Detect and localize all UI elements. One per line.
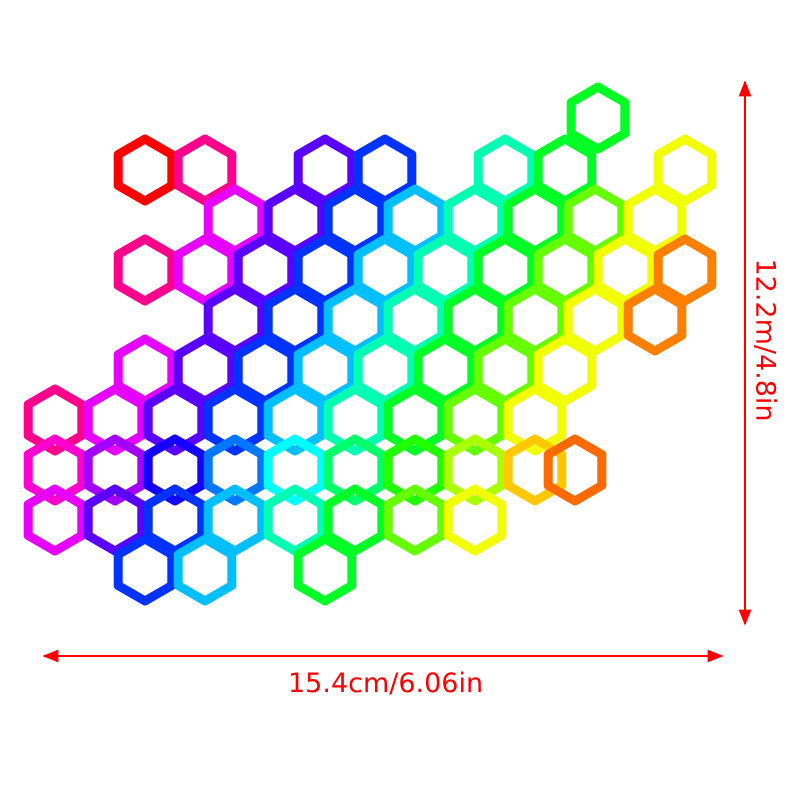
hexagon-cell	[443, 284, 507, 356]
hexagon-cell	[113, 334, 177, 406]
hexagon-cell	[203, 434, 267, 506]
hexagon-cell	[293, 334, 357, 406]
hexagon-cell	[263, 284, 327, 356]
hexagon-cell	[443, 484, 507, 556]
hexagon-cell	[563, 284, 627, 356]
hexagon-cell	[203, 284, 267, 356]
hexagon-cell	[113, 134, 177, 206]
hexagon-cell	[623, 184, 687, 256]
hexagon-cell	[383, 484, 447, 556]
hexagon-cell	[503, 184, 567, 256]
hexagon-cell	[323, 384, 387, 456]
hexagon-cell	[473, 234, 537, 306]
hexagon-cell	[23, 484, 87, 556]
hexagon-cell	[233, 234, 297, 306]
hexagon-cell	[383, 434, 447, 506]
hexagon-cell	[173, 534, 237, 606]
hexagon-cell	[293, 534, 357, 606]
width-dimension-label: 15.4cm/6.06in	[288, 668, 484, 699]
hexagon-cell	[503, 434, 567, 506]
hexagon-cell	[323, 184, 387, 256]
hexagon-cell	[83, 484, 147, 556]
hexagon-cell	[383, 184, 447, 256]
hexagon-cell	[173, 134, 237, 206]
hexagon-cell	[83, 434, 147, 506]
hexagon-cell	[533, 234, 597, 306]
hexagon-cell	[233, 334, 297, 406]
hexagon-cell	[263, 184, 327, 256]
hexagon-cell	[623, 284, 687, 356]
hexagon-cell	[203, 184, 267, 256]
hexagon-cell	[263, 484, 327, 556]
hexagon-cell	[473, 334, 537, 406]
hexagon-cell	[293, 134, 357, 206]
hexagon-cell	[143, 484, 207, 556]
hexagon-cell	[473, 134, 537, 206]
hexagon-cell	[263, 384, 327, 456]
hexagon-cell	[566, 82, 630, 154]
hexagon-cell	[173, 334, 237, 406]
hexagon-cell	[383, 284, 447, 356]
hexagon-grid	[23, 82, 717, 606]
hexagon-cell	[353, 134, 417, 206]
hexagon-cell	[533, 134, 597, 206]
height-dimension-label: 12.2m/4.8in	[749, 258, 781, 422]
hexagon-cell	[353, 234, 417, 306]
hexagon-cell	[503, 284, 567, 356]
hexagon-cell	[323, 284, 387, 356]
hexagon-cell	[323, 484, 387, 556]
hexagon-cell	[113, 234, 177, 306]
hexagon-cell	[23, 434, 87, 506]
hexagon-cell	[653, 234, 717, 306]
hexagon-cell	[113, 534, 177, 606]
hexagon-cell	[23, 384, 87, 456]
hexagon-cell	[203, 384, 267, 456]
hexagon-cell	[593, 234, 657, 306]
hexagon-cell	[323, 434, 387, 506]
hexagon-cell	[443, 434, 507, 506]
hexagon-cell	[353, 334, 417, 406]
hexagon-cell	[443, 184, 507, 256]
hexagon-cell	[533, 334, 597, 406]
hexagon-cell	[383, 384, 447, 456]
hexagon-cell	[653, 134, 717, 206]
hexagon-cell	[143, 434, 207, 506]
hexagon-cell	[263, 434, 327, 506]
hexagon-cell	[503, 384, 567, 456]
hexagon-cell	[293, 234, 357, 306]
hexagon-cell	[203, 484, 267, 556]
hexagon-cell	[413, 334, 477, 406]
hexagon-cell	[173, 234, 237, 306]
hexagon-cell	[563, 184, 627, 256]
hexagon-cell	[143, 384, 207, 456]
hexagon-cell	[413, 234, 477, 306]
hexagon-cell	[543, 434, 607, 506]
hexagon-cell	[83, 384, 147, 456]
hexagon-cell	[443, 384, 507, 456]
